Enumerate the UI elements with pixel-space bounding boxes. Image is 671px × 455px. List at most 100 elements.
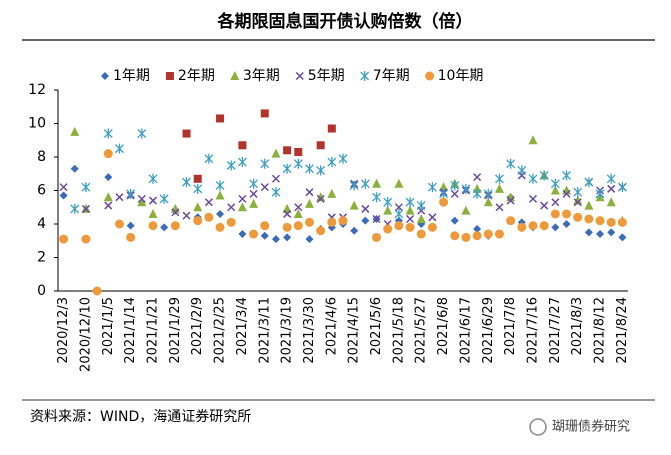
y-tick-label: 6 (37, 183, 46, 199)
point (316, 141, 325, 150)
x-tick-label: 2021/3/4 (235, 297, 250, 355)
point (416, 229, 426, 239)
x-tick-label: 2021/2/25 (213, 297, 228, 364)
point (528, 173, 538, 184)
point (260, 221, 270, 231)
y-tick-label: 4 (37, 216, 46, 232)
x-tick-label: 2021/7/16 (526, 297, 541, 364)
point (405, 205, 415, 215)
point (59, 234, 69, 244)
point (70, 203, 80, 214)
point (293, 221, 303, 231)
point (327, 157, 337, 168)
point (327, 217, 337, 227)
x-tick-label: 2021/5/27 (414, 297, 429, 364)
x-tick-label: 2021/5/6 (369, 297, 384, 355)
point (338, 153, 348, 164)
point (439, 188, 449, 199)
point (617, 182, 627, 193)
x-tick-label: 2021/8/12 (593, 297, 608, 364)
point (81, 182, 91, 193)
point (372, 232, 382, 242)
point (293, 208, 303, 218)
point (271, 148, 281, 158)
x-tick-label: 2021/1/5 (101, 297, 116, 355)
point (450, 231, 460, 241)
point (182, 211, 191, 220)
point (215, 190, 225, 200)
x-tick-label: 2021/1/14 (123, 297, 138, 364)
x-tick-label: 2020/12/10 (78, 297, 93, 372)
point (472, 188, 482, 199)
x-tick-label: 2021/3/30 (302, 297, 317, 364)
point (304, 198, 314, 208)
point (495, 203, 504, 212)
point (327, 124, 336, 133)
point (81, 204, 90, 213)
point (506, 216, 516, 226)
point (104, 201, 113, 210)
point (461, 232, 471, 242)
point (238, 141, 247, 150)
y-tick-label: 8 (37, 149, 46, 165)
point (427, 182, 437, 193)
point (517, 165, 527, 176)
point (148, 196, 158, 205)
point (137, 128, 147, 139)
legend-label: 10年期 (438, 68, 484, 84)
x-tick-label: 2021/8/3 (570, 297, 585, 355)
point (528, 194, 538, 203)
point (171, 208, 180, 217)
point (394, 208, 404, 219)
source-note: 资料来源：WIND，海通证券研究所 (30, 409, 251, 425)
point (483, 197, 493, 207)
point (295, 71, 304, 81)
point (70, 164, 79, 173)
point (148, 221, 158, 231)
point (148, 173, 158, 184)
point (193, 174, 202, 183)
point (416, 213, 426, 223)
point (137, 197, 147, 207)
point (350, 226, 359, 235)
y-tick-label: 12 (28, 82, 46, 98)
x-tick-label: 2021/7/8 (503, 297, 518, 355)
point (450, 180, 460, 191)
point (506, 158, 516, 169)
point (606, 217, 616, 227)
point (573, 195, 583, 205)
point (606, 197, 616, 207)
point (249, 198, 259, 208)
point (473, 173, 482, 182)
point (294, 147, 303, 156)
point (406, 214, 415, 224)
point (70, 126, 80, 136)
point (59, 183, 68, 192)
x-tick-label: 2021/7/27 (548, 297, 563, 364)
point (170, 221, 180, 231)
point (551, 223, 560, 232)
point (360, 71, 370, 81)
point (540, 201, 549, 210)
point (473, 225, 482, 234)
point (238, 230, 247, 239)
point (394, 178, 404, 188)
point (271, 235, 280, 244)
legend-label: 1年期 (113, 68, 150, 84)
point (103, 128, 113, 139)
point (126, 221, 135, 230)
point (361, 204, 370, 213)
point (316, 165, 326, 176)
point (103, 149, 113, 159)
point (394, 203, 403, 212)
point (316, 226, 326, 236)
legend-label: 7年期 (373, 68, 410, 84)
point (193, 202, 203, 212)
point (215, 180, 225, 191)
point (383, 197, 393, 208)
point (349, 180, 359, 191)
point (204, 198, 213, 207)
point (539, 170, 549, 181)
x-tick-label: 2021/2/9 (190, 297, 205, 355)
point (148, 208, 158, 218)
